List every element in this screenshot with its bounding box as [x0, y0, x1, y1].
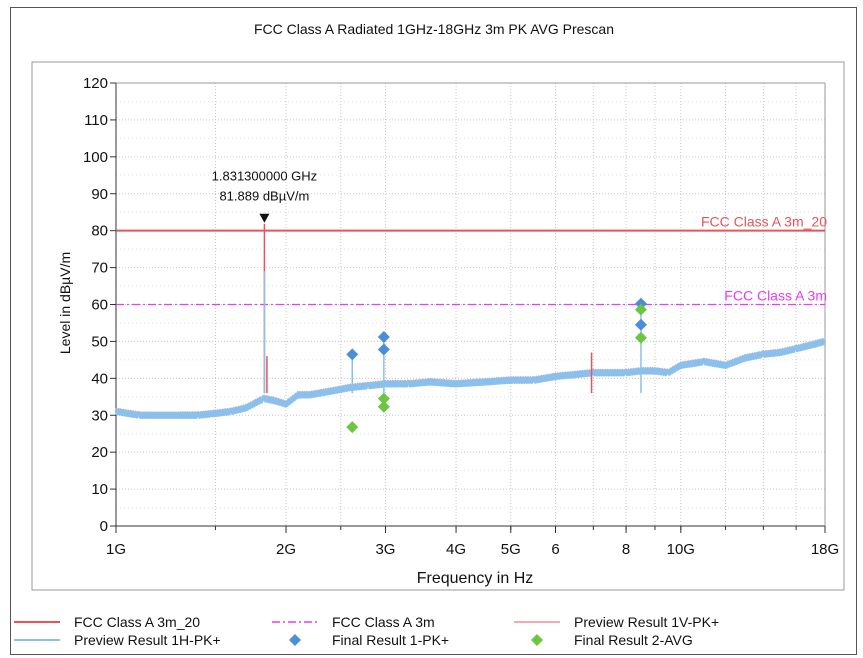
legend-swatch-limit-3m-20 — [14, 613, 60, 631]
y-tick-label: 80 — [91, 223, 108, 240]
y-tick-label: 50 — [91, 333, 108, 350]
marker-frequency-label: 1.831300000 GHz — [212, 169, 318, 184]
chart-frame — [10, 7, 857, 655]
legend-swatch-final-avg — [514, 631, 560, 649]
final-pk-point-2 — [377, 343, 390, 356]
legend-swatch-limit-3m — [272, 613, 318, 631]
y-tick-label: 90 — [91, 186, 108, 203]
final-avg-point-4 — [634, 331, 647, 344]
chart-title: FCC Class A Radiated 1GHz-18GHz 3m PK AV… — [254, 21, 614, 37]
final-avg-point-1 — [377, 392, 390, 405]
x-tick-label: 1G — [106, 541, 126, 558]
legend-swatch-preview-1v — [514, 613, 560, 631]
y-tick-label: 20 — [91, 444, 108, 461]
x-tick-label: 6 — [551, 541, 559, 558]
legend-item-limit-3m: FCC Class A 3m — [272, 613, 435, 631]
x-axis-label: Frequency in Hz — [417, 570, 534, 587]
legend-item-final-avg: Final Result 2-AVG — [514, 631, 693, 649]
legend-label-final-avg: Final Result 2-AVG — [574, 632, 693, 648]
legend-label-final-pk: Final Result 1-PK+ — [332, 632, 450, 648]
legend-label-preview-1v: Preview Result 1V-PK+ — [574, 614, 720, 630]
legend-item-preview-1v: Preview Result 1V-PK+ — [514, 613, 719, 631]
final-avg-point-2 — [377, 400, 390, 413]
legend-swatch-preview-1h — [14, 631, 60, 649]
y-tick-label: 0 — [100, 518, 108, 535]
plot-panel-border — [31, 61, 845, 591]
y-tick-label: 10 — [91, 481, 108, 498]
marker-level-label: 81.889 dBµV/m — [219, 189, 309, 204]
x-tick-label: 8 — [622, 541, 630, 558]
chart-canvas: FCC Class A Radiated 1GHz-18GHz 3m PK AV… — [31, 21, 845, 591]
y-tick-label: 30 — [91, 407, 108, 424]
x-tick-label: 10G — [667, 541, 695, 558]
limit-line-label-0: FCC Class A 3m_20 — [701, 214, 827, 230]
y-tick-label: 40 — [91, 370, 108, 387]
series-line-0 — [115, 338, 826, 418]
marker-triangle — [259, 213, 270, 223]
final-avg-point-3 — [634, 303, 647, 316]
x-tick-label: 2G — [276, 541, 296, 558]
y-tick-label: 60 — [91, 297, 108, 314]
limit-line-label-1: FCC Class A 3m — [724, 288, 827, 304]
x-tick-label: 18G — [811, 541, 839, 558]
final-avg-point-0 — [346, 421, 359, 434]
final-pk-point-1 — [377, 330, 390, 343]
y-tick-label: 120 — [83, 75, 108, 92]
legend-item-final-pk: Final Result 1-PK+ — [272, 631, 449, 649]
x-tick-label: 5G — [501, 541, 521, 558]
y-tick-label: 100 — [83, 149, 108, 166]
final-pk-point-0 — [346, 348, 359, 361]
final-pk-point-4 — [634, 318, 647, 331]
y-tick-label: 110 — [84, 112, 108, 129]
legend-item-limit-3m-20: FCC Class A 3m_20 — [14, 613, 200, 631]
x-tick-label: 3G — [375, 541, 395, 558]
legend-label-preview-1h: Preview Result 1H-PK+ — [74, 632, 221, 648]
x-tick-label: 4G — [446, 541, 466, 558]
legend-label-limit-3m-20: FCC Class A 3m_20 — [74, 614, 201, 630]
y-axis-label: Level in dBµV/m — [57, 252, 73, 354]
series-line-1 — [114, 338, 827, 419]
legend-label-limit-3m: FCC Class A 3m — [332, 614, 435, 630]
legend-swatch-final-pk — [272, 631, 318, 649]
legend: FCC Class A 3m_20 FCC Class A 3m Preview… — [14, 613, 854, 653]
y-tick-label: 70 — [91, 260, 108, 277]
legend-item-preview-1h: Preview Result 1H-PK+ — [14, 631, 221, 649]
